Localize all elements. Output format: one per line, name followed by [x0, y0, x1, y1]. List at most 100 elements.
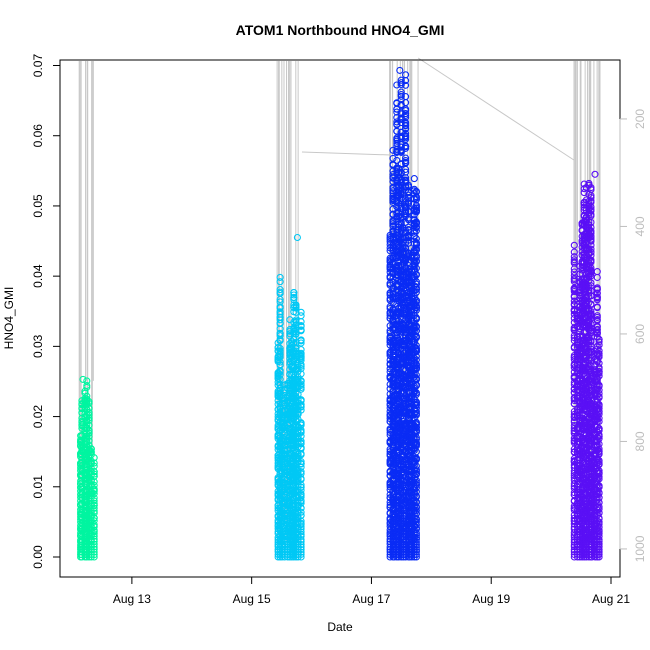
data-point: [595, 499, 603, 507]
data-point: [587, 279, 595, 287]
data-point: [297, 401, 305, 409]
series-aug-12: [77, 375, 98, 561]
data-point: [297, 437, 305, 445]
data-point-max: [79, 375, 87, 383]
data-point: [90, 504, 98, 512]
data-point: [412, 288, 420, 296]
secondary-y-tick-label: 200: [633, 109, 647, 129]
data-point: [402, 174, 410, 182]
data-point: [292, 330, 300, 338]
data-point: [297, 541, 305, 549]
data-point: [276, 347, 284, 355]
data-point: [595, 404, 603, 412]
data-point: [412, 470, 420, 478]
data-point: [297, 352, 305, 360]
data-point: [593, 342, 601, 350]
data-point: [595, 449, 603, 457]
data-point: [412, 548, 420, 556]
data-point: [587, 245, 595, 253]
data-point: [276, 344, 284, 352]
data-point: [90, 521, 98, 529]
data-point: [276, 375, 284, 383]
data-point: [412, 246, 420, 254]
data-point: [297, 378, 305, 386]
data-point: [85, 398, 93, 406]
data-point: [412, 314, 420, 322]
data-point: [595, 435, 603, 443]
data-point: [297, 538, 305, 546]
data-point: [85, 404, 93, 412]
data-point: [397, 88, 405, 96]
data-point: [412, 278, 420, 286]
data-point: [297, 419, 305, 427]
data-point: [402, 81, 410, 89]
data-point: [402, 154, 410, 162]
data-point: [85, 408, 93, 417]
data-point: [412, 280, 420, 288]
data-point: [397, 220, 405, 228]
data-point: [404, 181, 413, 189]
y-tick-label: 0.00: [31, 545, 45, 569]
data-point: [587, 307, 595, 316]
data-point: [85, 411, 93, 419]
data-point: [595, 338, 603, 346]
data-point: [297, 535, 305, 544]
data-point: [297, 548, 305, 556]
data-point: [386, 368, 394, 376]
data-point: [595, 440, 603, 448]
data-point: [412, 506, 420, 515]
data-point: [90, 509, 98, 517]
data-point: [402, 134, 410, 142]
y-tick-label: 0.06: [31, 124, 45, 148]
data-point: [90, 497, 98, 505]
data-point: [595, 386, 603, 394]
data-point: [587, 227, 595, 235]
data-point: [412, 252, 420, 260]
y-tick-label: 0.07: [31, 54, 45, 78]
data-point: [397, 128, 405, 137]
data-point: [587, 203, 595, 211]
data-point: [595, 482, 603, 490]
series-aug-17: [386, 66, 420, 561]
data-point: [593, 313, 601, 321]
data-point: [276, 353, 284, 361]
data-point: [276, 288, 284, 296]
data-point: [595, 553, 603, 561]
data-point: [85, 437, 93, 445]
data-point: [412, 297, 420, 305]
data-point: [595, 372, 603, 380]
data-point: [580, 180, 588, 188]
data-point: [276, 308, 284, 316]
data-point: [412, 466, 420, 474]
y-axis: 0.000.010.020.030.040.050.060.07: [31, 54, 61, 569]
data-point: [393, 127, 401, 135]
data-point: [587, 361, 595, 369]
data-point: [297, 553, 305, 561]
data-point: [297, 483, 305, 491]
chart-title: ATOM1 Northbound HNO4_GMI: [236, 22, 445, 38]
data-point: [585, 179, 593, 187]
data-point: [412, 424, 420, 432]
data-point: [276, 298, 284, 306]
data-point: [410, 295, 418, 303]
data-point: [90, 494, 98, 502]
data-point: [90, 459, 98, 467]
data-point: [90, 551, 98, 559]
data-point: [570, 258, 578, 266]
data-point: [595, 523, 603, 531]
data-point: [595, 389, 603, 398]
data-point: [587, 320, 595, 328]
data-point: [595, 393, 603, 401]
data-point: [587, 282, 595, 290]
data-point: [397, 143, 405, 151]
data-point: [412, 374, 420, 382]
data-point: [297, 322, 305, 330]
data-point: [297, 339, 305, 347]
data-point: [297, 326, 305, 334]
data-point: [412, 306, 420, 314]
data-point: [297, 470, 305, 478]
data-point: [412, 341, 420, 350]
data-point: [570, 248, 578, 256]
data-point: [297, 381, 305, 389]
data-point: [297, 308, 305, 316]
